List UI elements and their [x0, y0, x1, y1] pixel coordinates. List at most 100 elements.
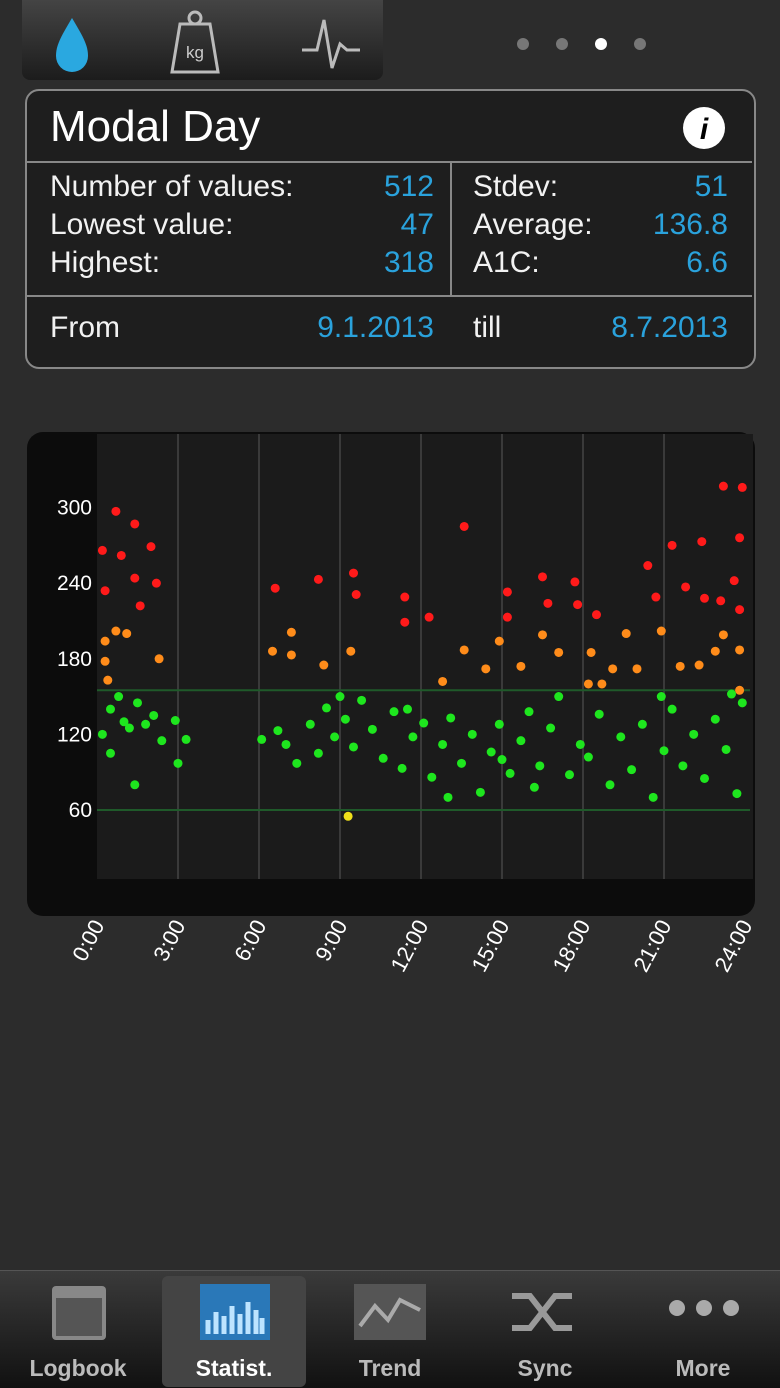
- tab-label[interactable]: Statist.: [195, 1355, 273, 1381]
- data-point: [648, 792, 658, 802]
- data-point: [737, 482, 747, 492]
- stat-label: Number of values:: [50, 170, 294, 203]
- data-point: [538, 630, 547, 640]
- data-point: [497, 755, 507, 765]
- x-tick-label: 12:00: [385, 916, 433, 976]
- data-point: [119, 717, 129, 727]
- glucose-icon[interactable]: [56, 18, 88, 72]
- data-point: [116, 550, 126, 560]
- trend-icon[interactable]: [354, 1284, 426, 1340]
- data-point: [367, 724, 377, 734]
- data-point: [678, 761, 688, 771]
- x-tick-label: 3:00: [148, 916, 190, 966]
- page-dot[interactable]: [517, 38, 529, 50]
- data-point: [616, 732, 626, 742]
- tab-label[interactable]: Logbook: [29, 1355, 127, 1381]
- data-point: [378, 753, 388, 763]
- data-point: [627, 765, 637, 775]
- data-point: [586, 647, 596, 657]
- page-dot[interactable]: [595, 38, 607, 50]
- y-tick-label: 180: [57, 648, 92, 671]
- page-dot[interactable]: [556, 38, 568, 50]
- data-point: [718, 630, 728, 640]
- stats-panel: [25, 89, 756, 369]
- data-point: [351, 590, 361, 599]
- data-point: [735, 685, 745, 695]
- data-point: [656, 626, 666, 636]
- stat-value: 47: [400, 208, 434, 241]
- data-point: [313, 748, 323, 758]
- data-point: [502, 587, 512, 597]
- data-point: [305, 719, 315, 729]
- data-point: [486, 747, 496, 757]
- more-icon[interactable]: [669, 1300, 685, 1316]
- data-point: [97, 545, 107, 555]
- data-point: [583, 752, 593, 762]
- tab-label[interactable]: More: [675, 1355, 731, 1381]
- page-dots: [517, 38, 646, 50]
- data-point: [502, 612, 512, 622]
- data-point: [97, 729, 107, 739]
- data-point: [494, 636, 504, 646]
- data-point: [130, 519, 140, 529]
- data-point: [659, 746, 669, 756]
- sync-icon[interactable]: [512, 1293, 572, 1331]
- panel-title: Modal Day: [50, 102, 261, 151]
- weight-icon-label: kg: [186, 43, 204, 62]
- data-point: [583, 679, 593, 689]
- stat-value: 136.8: [652, 208, 728, 241]
- data-point: [357, 695, 367, 705]
- info-button[interactable]: i: [682, 106, 726, 150]
- y-tick-label: 120: [57, 723, 92, 746]
- data-point: [516, 736, 526, 746]
- page-dot[interactable]: [634, 38, 646, 50]
- data-point: [459, 645, 469, 655]
- data-point: [667, 704, 677, 714]
- data-point: [322, 703, 331, 713]
- data-point: [597, 679, 607, 689]
- data-point: [697, 537, 707, 547]
- data-point: [667, 540, 677, 550]
- data-point: [694, 660, 704, 670]
- data-point: [141, 719, 151, 729]
- data-point: [114, 692, 124, 702]
- data-point: [427, 772, 437, 782]
- tab-label[interactable]: Sync: [517, 1355, 573, 1381]
- tab-label[interactable]: Trend: [358, 1355, 422, 1381]
- data-point: [400, 592, 410, 602]
- data-point: [570, 577, 580, 587]
- data-point: [546, 723, 556, 733]
- from-label: From: [50, 311, 120, 344]
- data-point: [146, 542, 156, 552]
- data-point: [710, 646, 720, 656]
- data-point: [457, 758, 466, 768]
- data-point: [340, 714, 350, 724]
- data-point: [173, 758, 183, 768]
- x-tick-label: 21:00: [628, 916, 676, 976]
- from-date: 9.1.2013: [317, 311, 434, 344]
- data-point: [130, 780, 140, 790]
- data-point: [529, 782, 539, 792]
- data-point: [157, 736, 167, 746]
- data-point: [475, 787, 485, 797]
- divider: [450, 163, 452, 295]
- data-point: [554, 647, 564, 657]
- x-tick-label: 0:00: [67, 916, 109, 966]
- pulse-icon[interactable]: [302, 19, 360, 69]
- data-point: [494, 719, 504, 729]
- data-point: [100, 636, 110, 646]
- data-point: [516, 661, 526, 671]
- data-point: [335, 692, 345, 702]
- data-point: [632, 664, 642, 674]
- data-point: [106, 704, 115, 714]
- weight-icon[interactable]: [170, 22, 220, 74]
- data-point: [651, 592, 661, 602]
- till-date: 8.7.2013: [611, 311, 728, 344]
- divider: [27, 295, 752, 297]
- plot-area: [97, 434, 753, 879]
- data-point: [268, 646, 277, 656]
- data-point: [594, 709, 604, 719]
- data-point: [727, 689, 736, 699]
- data-point: [446, 713, 456, 723]
